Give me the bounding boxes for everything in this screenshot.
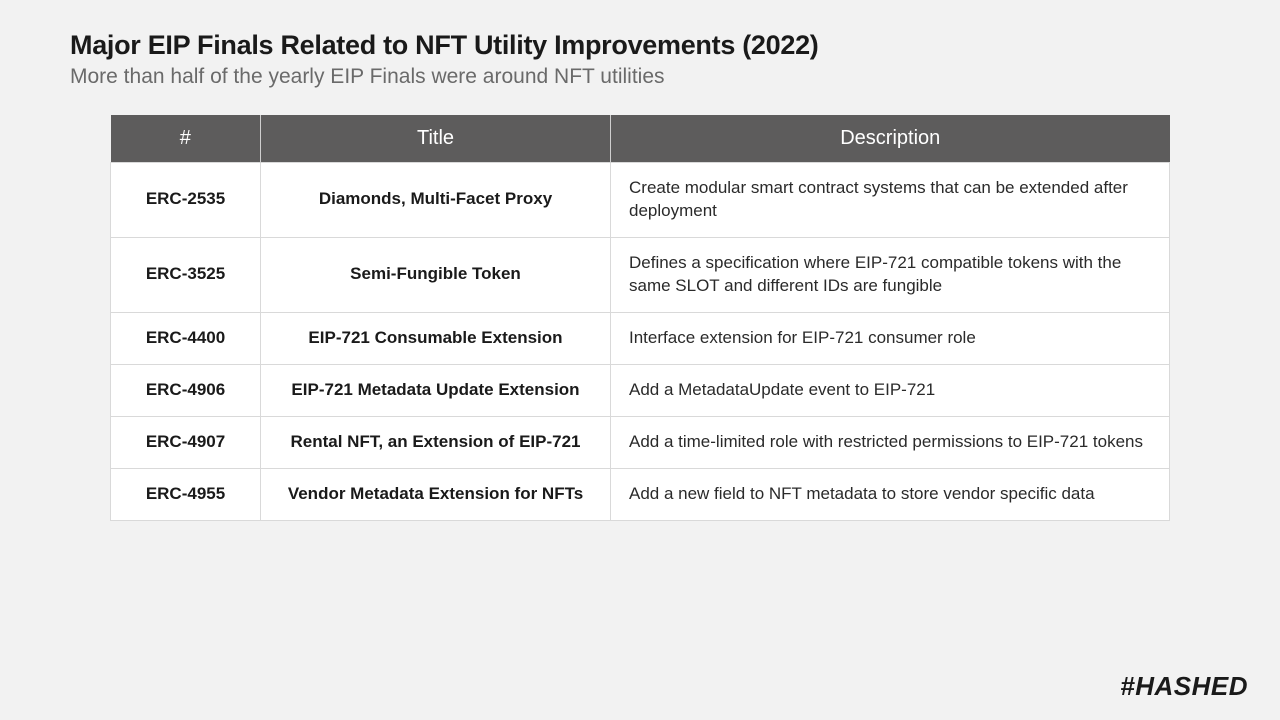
cell-title: EIP-721 Consumable Extension bbox=[261, 312, 611, 364]
table-row: ERC-3525 Semi-Fungible Token Defines a s… bbox=[111, 237, 1170, 312]
cell-id: ERC-4955 bbox=[111, 468, 261, 520]
table-header-row: # Title Description bbox=[111, 115, 1170, 163]
cell-title: Vendor Metadata Extension for NFTs bbox=[261, 468, 611, 520]
col-header-desc: Description bbox=[611, 115, 1170, 163]
cell-id: ERC-4400 bbox=[111, 312, 261, 364]
eip-table-wrap: # Title Description ERC-2535 Diamonds, M… bbox=[0, 97, 1280, 521]
cell-desc: Interface extension for EIP-721 consumer… bbox=[611, 312, 1170, 364]
cell-title: Semi-Fungible Token bbox=[261, 237, 611, 312]
col-header-title: Title bbox=[261, 115, 611, 163]
cell-id: ERC-4906 bbox=[111, 364, 261, 416]
page-title: Major EIP Finals Related to NFT Utility … bbox=[70, 30, 1210, 61]
table-row: ERC-4400 EIP-721 Consumable Extension In… bbox=[111, 312, 1170, 364]
cell-id: ERC-3525 bbox=[111, 237, 261, 312]
cell-title: EIP-721 Metadata Update Extension bbox=[261, 364, 611, 416]
cell-desc: Defines a specification where EIP-721 co… bbox=[611, 237, 1170, 312]
cell-id: ERC-2535 bbox=[111, 163, 261, 238]
table-row: ERC-4906 EIP-721 Metadata Update Extensi… bbox=[111, 364, 1170, 416]
table-row: ERC-2535 Diamonds, Multi-Facet Proxy Cre… bbox=[111, 163, 1170, 238]
cell-title: Rental NFT, an Extension of EIP-721 bbox=[261, 416, 611, 468]
table-row: ERC-4907 Rental NFT, an Extension of EIP… bbox=[111, 416, 1170, 468]
page-subtitle: More than half of the yearly EIP Finals … bbox=[70, 65, 1210, 89]
table-row: ERC-4955 Vendor Metadata Extension for N… bbox=[111, 468, 1170, 520]
eip-table: # Title Description ERC-2535 Diamonds, M… bbox=[110, 115, 1170, 521]
cell-id: ERC-4907 bbox=[111, 416, 261, 468]
cell-desc: Create modular smart contract systems th… bbox=[611, 163, 1170, 238]
cell-desc: Add a new field to NFT metadata to store… bbox=[611, 468, 1170, 520]
header: Major EIP Finals Related to NFT Utility … bbox=[0, 0, 1280, 97]
cell-title: Diamonds, Multi-Facet Proxy bbox=[261, 163, 611, 238]
cell-desc: Add a time-limited role with restricted … bbox=[611, 416, 1170, 468]
col-header-id: # bbox=[111, 115, 261, 163]
cell-desc: Add a MetadataUpdate event to EIP-721 bbox=[611, 364, 1170, 416]
brand-logo: #HASHED bbox=[1120, 671, 1248, 702]
